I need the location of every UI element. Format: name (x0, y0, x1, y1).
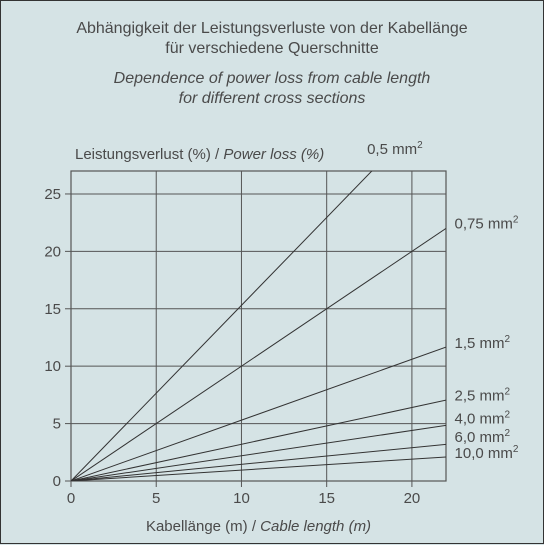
series-line (71, 228, 446, 481)
plot-border (71, 171, 446, 481)
line-chart: 0 5 10 15 20 0 5 10 15 20 25 0,5 mm2 0,75 mm2 1,5 mm2… (1, 131, 544, 545)
series-label: 1,5 mm2 (455, 334, 511, 352)
x-tick-label: 5 (152, 490, 160, 507)
title-de-line1: Abhängigkeit der Leistungsverluste von d… (76, 20, 467, 37)
title-en: Dependence of power loss from cable leng… (1, 69, 543, 109)
y-tick-label: 15 (44, 301, 61, 318)
series-line (71, 131, 446, 481)
series-label: 6,0 mm2 (455, 428, 511, 446)
x-tick-label: 0 (67, 490, 75, 507)
y-tick-label: 5 (53, 416, 61, 433)
chart-area: 0 5 10 15 20 0 5 10 15 20 25 0,5 mm2 0,75 mm2 1,5 mm2… (1, 131, 543, 543)
title-de: Abhängigkeit der Leistungsverluste von d… (1, 19, 543, 59)
y-tick-label: 10 (44, 358, 61, 375)
series-label: 10,0 mm2 (455, 444, 519, 462)
x-axis-title: Kabellänge (m) / Cable length (m) (146, 518, 371, 535)
series-label: 0,75 mm2 (455, 214, 519, 232)
x-tick-label: 20 (404, 490, 421, 507)
series-line (71, 444, 446, 481)
title-en-line1: Dependence of power loss from cable leng… (114, 70, 431, 87)
title-en-line2: for different cross sections (179, 90, 366, 107)
series-label: 4,0 mm2 (455, 410, 511, 428)
y-tick-label: 0 (53, 473, 61, 490)
x-tick-label: 10 (233, 490, 250, 507)
series-line (71, 425, 446, 481)
y-tick-label: 25 (44, 186, 61, 203)
x-tick-label: 15 (318, 490, 335, 507)
series-label: 2,5 mm2 (455, 387, 511, 405)
title-de-line2: für verschiedene Querschnitte (165, 40, 378, 57)
chart-titles: Abhängigkeit der Leistungsverluste von d… (1, 1, 543, 109)
series-label: 0,5 mm2 (367, 140, 423, 158)
y-tick-label: 20 (44, 243, 61, 260)
y-axis-title: Leistungsverlust (%) / Power loss (%) (75, 146, 324, 163)
